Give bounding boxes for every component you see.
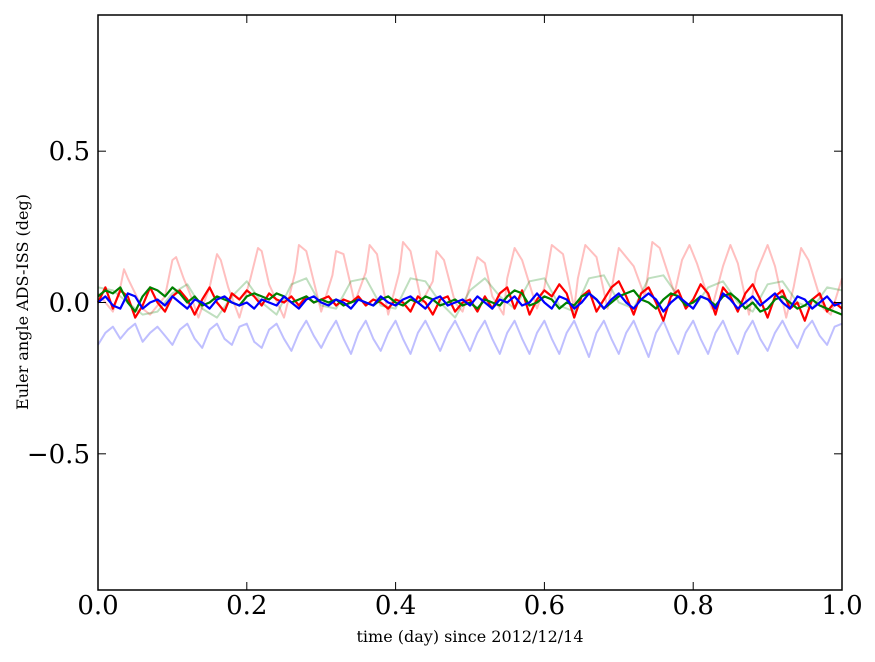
x-tick-label: 0.6 (524, 591, 565, 621)
x-ticks: 0.0 0.2 0.4 0.6 0.8 1.0 (77, 15, 863, 621)
series-line-1 (97, 241, 843, 319)
x-tick-label: 0.8 (673, 591, 714, 621)
y-ticks: 0.5 0.0 −0.5 (27, 137, 842, 470)
y-tick-label: 0.0 (49, 289, 90, 319)
series-line-6 (97, 292, 843, 313)
x-tick-label: 1.0 (821, 591, 862, 621)
series-line-3 (97, 319, 843, 358)
x-tick-label: 0.4 (375, 591, 416, 621)
y-axis-label: Euler angle ADS-ISS (deg) (13, 194, 32, 410)
y-tick-label: 0.5 (49, 137, 90, 167)
x-tick-label: 0.0 (77, 591, 118, 621)
x-tick-label: 0.2 (226, 591, 267, 621)
y-tick-label: −0.5 (27, 440, 90, 470)
series-line-2 (97, 274, 843, 319)
x-axis-label: time (day) since 2012/12/14 (356, 627, 583, 646)
series-layer (97, 241, 843, 358)
